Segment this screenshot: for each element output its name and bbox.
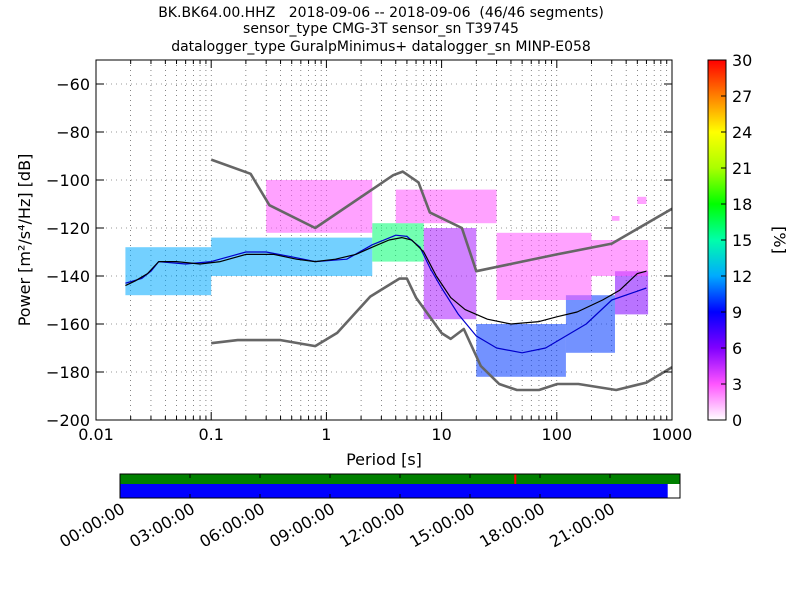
y-tick-label: −140 — [46, 267, 90, 286]
title-line-3: datalogger_type GuralpMinimus+ datalogge… — [171, 39, 591, 55]
y-tick-label: −120 — [46, 219, 90, 238]
mean-curve — [125, 237, 647, 325]
colorbar-tick-label: 3 — [732, 375, 742, 394]
title-line-2: sensor_type CMG-3T sensor_sn T39745 — [243, 21, 519, 37]
timeline-tick-label: 21:00:00 — [546, 499, 618, 551]
nhnm-curve — [210, 158, 672, 273]
colorbar-tick-label: 9 — [732, 303, 742, 322]
data-coverage-bar — [120, 474, 680, 484]
axis-ticks: 0.01 0.1 1 10 100 1000 −60 −80 −100 −120 −140 −160 −… — [46, 60, 692, 444]
colorbar-tick-label: 27 — [732, 87, 752, 106]
gap-marker — [514, 474, 517, 484]
title-line-1: BK.BK64.00.HHZ 2018-09-06 -- 2018-09-06 … — [158, 5, 604, 21]
timeline-tick-label: 12:00:00 — [336, 499, 408, 551]
colorbar-tick-label: 12 — [732, 267, 752, 286]
y-tick-label: −180 — [46, 363, 90, 382]
x-tick-label: 1 — [321, 425, 331, 444]
psd-band — [372, 223, 424, 262]
colorbar-label: [%] — [770, 226, 789, 254]
colorbar-tick-label: 30 — [732, 51, 752, 70]
colorbar-tick-label: 6 — [732, 339, 742, 358]
timeline-tick-label: 00:00:00 — [56, 499, 128, 551]
statistics-curves — [125, 234, 647, 354]
colorbar-tick-label: 24 — [732, 123, 752, 142]
timeline-tick-label: 09:00:00 — [266, 499, 338, 551]
x-tick-label: 0.1 — [198, 425, 223, 444]
psd-band — [423, 228, 477, 320]
y-tick-label: −100 — [46, 171, 90, 190]
colorbar-tick-label: 21 — [732, 159, 752, 178]
psd-band — [637, 196, 647, 204]
colorbar-tick-label: 15 — [732, 231, 752, 250]
mode-curve — [125, 234, 647, 354]
psd-band — [395, 189, 497, 224]
y-axis-label: Power [m²/s⁴/Hz] [dB] — [15, 154, 34, 327]
psd-coverage-bar — [120, 484, 668, 498]
x-tick-label: 100 — [542, 425, 573, 444]
y-tick-label: −200 — [46, 411, 90, 430]
colorbar-tick-label: 0 — [732, 411, 742, 430]
psd-band — [476, 324, 566, 377]
noise-models — [210, 158, 672, 392]
timeline-tick-label: 03:00:00 — [126, 499, 198, 551]
plot-area: 0.01 0.1 1 10 100 1000 −60 −80 −100 −120 −140 −160 −… — [46, 59, 692, 444]
timeline-tick-label: 15:00:00 — [406, 499, 478, 551]
x-tick-label: 1000 — [652, 425, 693, 444]
timeline-tick-label: 06:00:00 — [196, 499, 268, 551]
y-tick-label: −160 — [46, 315, 90, 334]
plot-frame — [95, 59, 673, 421]
nlnm-curve — [211, 277, 672, 392]
psd-band — [125, 247, 212, 296]
y-tick-label: −80 — [56, 123, 90, 142]
psd-band — [611, 216, 620, 221]
colorbar-tick-label: 18 — [732, 195, 752, 214]
y-tick-label: −60 — [56, 75, 90, 94]
x-tick-label: 10 — [431, 425, 451, 444]
psd-band — [496, 232, 592, 300]
timeline-tick-label: 18:00:00 — [476, 499, 548, 551]
chart-title: BK.BK64.00.HHZ 2018-09-06 -- 2018-09-06 … — [158, 5, 604, 55]
x-tick-label: 0.01 — [78, 425, 114, 444]
colorbar: [%] 0 3 6 9 12 15 18 21 24 27 30 — [707, 51, 789, 430]
x-axis-label: Period [s] — [346, 450, 422, 469]
timeline-coverage: 00:00:0003:00:0006:00:0009:00:0012:00:00… — [56, 473, 681, 551]
